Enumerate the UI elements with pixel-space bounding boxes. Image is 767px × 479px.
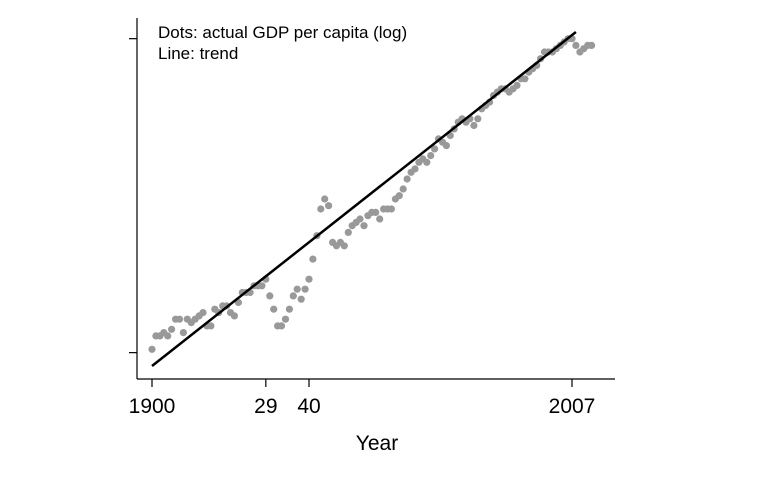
- data-point: [411, 165, 419, 173]
- data-point: [168, 325, 176, 333]
- data-point: [317, 205, 325, 213]
- data-point: [474, 115, 482, 123]
- data-point: [344, 228, 352, 236]
- data-point: [270, 305, 278, 313]
- data-point: [285, 305, 293, 313]
- trend-line: [151, 31, 577, 367]
- ticks: 1900 29 40 2007: [129, 38, 596, 418]
- data-point: [301, 285, 309, 293]
- legend-line-2: Line: trend: [158, 44, 238, 63]
- data-point: [399, 185, 407, 193]
- x-tick-label: 40: [297, 395, 320, 418]
- data-point: [423, 158, 431, 166]
- x-tick-label: 29: [254, 395, 277, 418]
- data-point: [164, 332, 172, 340]
- data-point: [427, 152, 435, 160]
- data-point: [360, 222, 368, 230]
- data-point: [356, 215, 364, 223]
- data-point: [148, 345, 156, 353]
- data-point: [372, 208, 380, 216]
- data-point: [309, 255, 317, 263]
- x-axis-title: Year: [356, 432, 398, 455]
- data-point: [293, 285, 301, 293]
- data-point: [513, 81, 521, 89]
- axes: [136, 18, 615, 380]
- data-point: [431, 145, 439, 153]
- data-point: [442, 142, 450, 150]
- data-point: [572, 41, 580, 50]
- data-point: [470, 121, 478, 130]
- data-point: [340, 242, 348, 250]
- data-point: [207, 322, 215, 330]
- data-point: [230, 312, 238, 320]
- x-tick-label: 2007: [549, 395, 596, 418]
- data-point: [376, 215, 384, 223]
- data-point: [387, 205, 395, 213]
- data-point: [258, 282, 266, 290]
- data-point: [175, 315, 184, 323]
- data-point: [277, 322, 286, 330]
- data-point: [305, 275, 313, 283]
- data-point: [289, 292, 297, 300]
- x-tick-label: 1900: [129, 395, 176, 418]
- data-point: [325, 202, 333, 210]
- data-point: [281, 315, 290, 323]
- data-point: [403, 175, 411, 183]
- data-point: [321, 195, 329, 203]
- data-point: [395, 192, 403, 200]
- data-point: [297, 295, 305, 303]
- data-point: [266, 292, 274, 300]
- legend-line-1: Dots: actual GDP per capita (log): [158, 23, 407, 42]
- data-point: [199, 309, 207, 317]
- data-point: [521, 75, 529, 83]
- data-point: [588, 41, 596, 50]
- data-point: [179, 329, 187, 337]
